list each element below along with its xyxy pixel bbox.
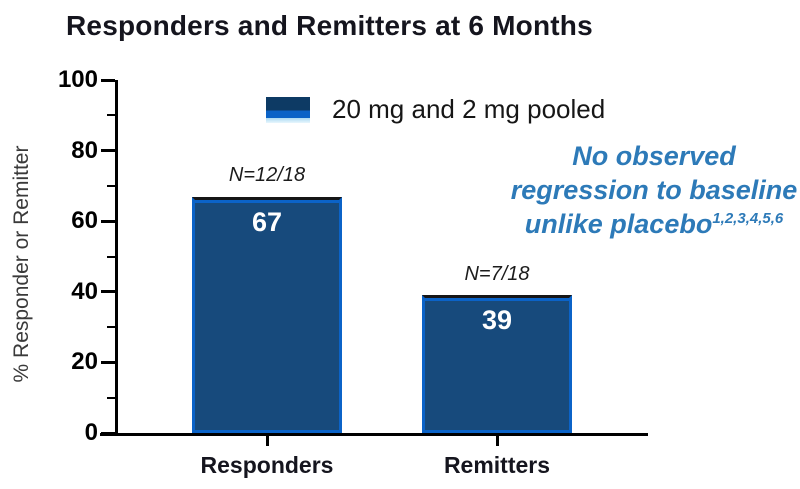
n-count-label: N=7/18 bbox=[464, 263, 530, 286]
bar-value-label: 39 bbox=[481, 305, 513, 336]
y-major-tick bbox=[101, 149, 115, 153]
y-major-tick bbox=[101, 219, 115, 223]
bar-remitters: 39 bbox=[422, 295, 572, 433]
legend-swatch bbox=[266, 96, 310, 123]
y-major-tick bbox=[101, 78, 115, 82]
annotation-line-1: No observed bbox=[572, 141, 736, 171]
y-tick-label: 20 bbox=[71, 348, 98, 376]
x-tick bbox=[265, 436, 269, 446]
chart-title: Responders and Remitters at 6 Months bbox=[66, 10, 593, 41]
x-tick bbox=[495, 436, 499, 446]
y-minor-tick bbox=[107, 326, 115, 329]
y-tick-label: 0 bbox=[84, 419, 98, 446]
y-axis-label: % Responder or Remitter bbox=[10, 145, 33, 383]
annotation-callout: No observed regression to baseline unlik… bbox=[505, 139, 800, 241]
n-count-label: N=12/18 bbox=[228, 164, 306, 187]
y-minor-tick bbox=[107, 255, 115, 258]
annotation-line-2: regression to baseline bbox=[510, 175, 798, 205]
y-minor-tick bbox=[107, 184, 115, 187]
y-minor-tick bbox=[107, 396, 115, 399]
y-major-tick bbox=[101, 431, 115, 435]
y-tick-label: 100 bbox=[57, 66, 98, 93]
x-category-label: Responders bbox=[200, 452, 334, 478]
legend: 20 mg and 2 mg pooled bbox=[266, 94, 605, 125]
y-major-tick bbox=[101, 290, 115, 294]
plot-area: 0 20 40 60 80 100 67 N=12/18 39 N=7/18 Responder… bbox=[58, 66, 648, 478]
legend-label: 20 mg and 2 mg pooled bbox=[332, 94, 606, 124]
annotation-references: 1,2,3,4,5,6 bbox=[712, 210, 784, 227]
y-major-tick bbox=[101, 360, 115, 364]
x-axis-left-extension bbox=[100, 433, 118, 436]
y-minor-tick bbox=[107, 114, 115, 117]
annotation-line-3: unlike placebo1,2,3,4,5,6 bbox=[524, 209, 784, 239]
y-tick-label: 40 bbox=[71, 277, 98, 305]
x-category-label: Remitters bbox=[443, 452, 551, 478]
y-tick-label: 60 bbox=[71, 207, 98, 235]
y-tick-label: 80 bbox=[71, 136, 98, 164]
bar-responders: 67 bbox=[192, 196, 342, 433]
bar-value-label: 67 bbox=[251, 206, 283, 237]
